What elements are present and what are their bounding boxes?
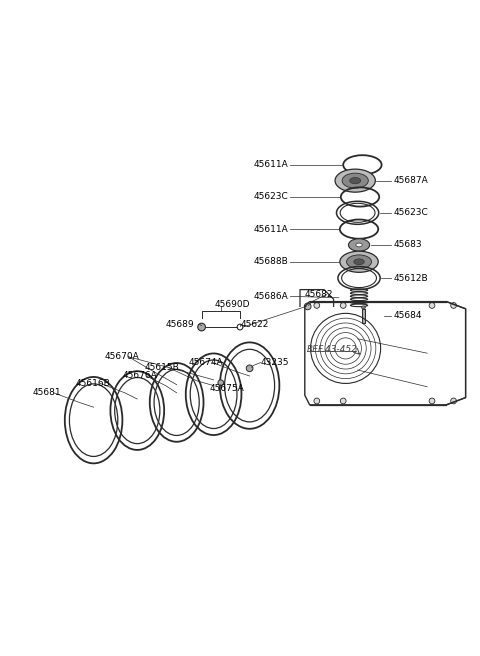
Ellipse shape — [349, 178, 361, 184]
Text: 45675A: 45675A — [209, 384, 244, 393]
Circle shape — [304, 303, 311, 310]
Ellipse shape — [335, 169, 375, 192]
Text: 45615B: 45615B — [145, 363, 180, 373]
Text: 45623C: 45623C — [253, 192, 288, 201]
Text: 45611A: 45611A — [253, 224, 288, 234]
Text: 45676A: 45676A — [122, 371, 157, 380]
Text: 43235: 43235 — [261, 358, 289, 367]
Circle shape — [340, 398, 346, 404]
Text: 45674A: 45674A — [189, 358, 223, 367]
Ellipse shape — [340, 251, 378, 272]
Ellipse shape — [342, 173, 368, 188]
Circle shape — [218, 380, 224, 386]
Ellipse shape — [361, 306, 365, 309]
Ellipse shape — [354, 259, 364, 264]
Circle shape — [451, 398, 456, 404]
Text: 45686A: 45686A — [253, 292, 288, 301]
Ellipse shape — [348, 239, 370, 251]
Ellipse shape — [347, 255, 372, 268]
Circle shape — [246, 365, 253, 372]
Circle shape — [451, 302, 456, 308]
Circle shape — [314, 398, 320, 404]
Circle shape — [340, 302, 346, 308]
Text: 45687A: 45687A — [394, 176, 428, 185]
Text: 45670A: 45670A — [105, 352, 139, 361]
Text: 45622: 45622 — [241, 319, 269, 329]
Text: 45690D: 45690D — [215, 300, 251, 310]
Ellipse shape — [356, 243, 362, 247]
Bar — [362, 309, 365, 323]
Text: 45616B: 45616B — [76, 379, 110, 388]
Text: 45623C: 45623C — [394, 209, 428, 217]
Text: 45684: 45684 — [394, 312, 422, 321]
Text: 45681: 45681 — [33, 388, 61, 398]
Circle shape — [198, 323, 205, 331]
Text: 45689: 45689 — [165, 319, 194, 329]
Text: REF.43-452: REF.43-452 — [307, 345, 358, 354]
Circle shape — [429, 398, 435, 404]
Text: 45682: 45682 — [305, 290, 333, 299]
Circle shape — [429, 302, 435, 308]
Circle shape — [314, 302, 320, 308]
Text: 45683: 45683 — [394, 241, 422, 249]
Text: 45612B: 45612B — [394, 274, 428, 283]
Text: 45688B: 45688B — [253, 257, 288, 266]
Text: 45611A: 45611A — [253, 160, 288, 169]
